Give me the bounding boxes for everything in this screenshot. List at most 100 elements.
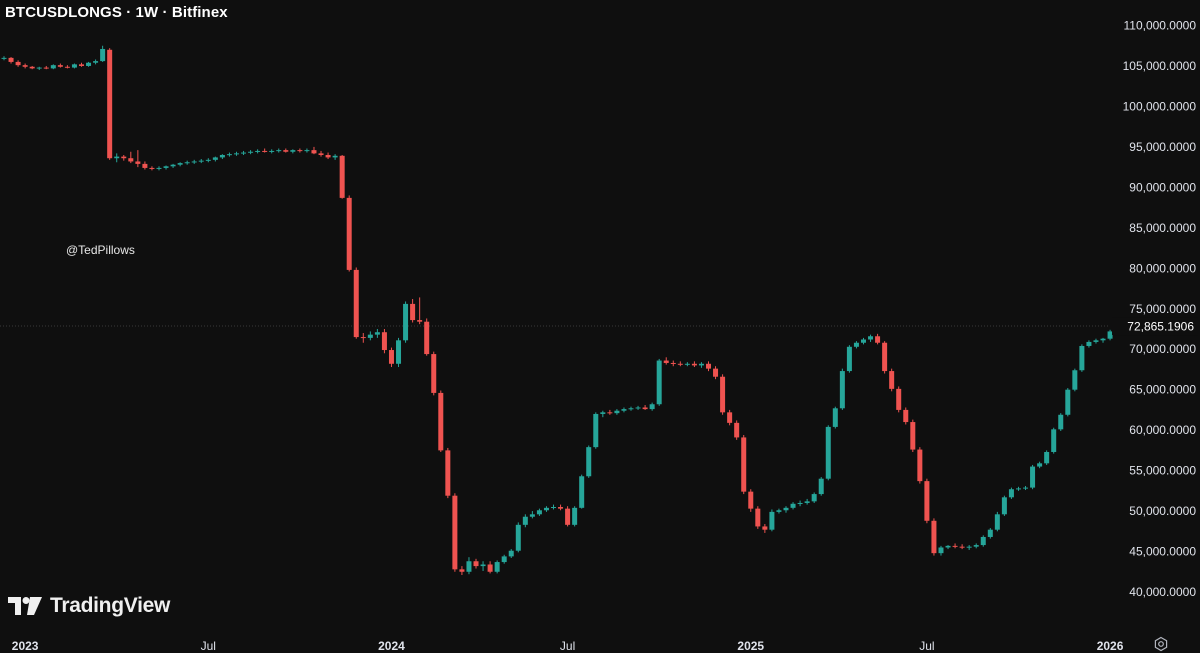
candle-body [410, 303, 416, 321]
candle [163, 165, 169, 170]
candle [1001, 495, 1007, 516]
candle-body [297, 150, 303, 152]
candle-body [818, 478, 824, 495]
y-tick-label: 50,000.0000 [1129, 504, 1196, 518]
candle-body [783, 507, 789, 511]
tradingview-logo-icon [8, 597, 42, 615]
candle-body [755, 508, 761, 527]
candle [431, 351, 437, 396]
candle-body [889, 371, 895, 389]
candle-body [994, 514, 1000, 530]
candle-body [706, 363, 711, 369]
candle [57, 63, 63, 68]
candle [952, 543, 958, 549]
candle [86, 61, 92, 67]
candle-body [980, 536, 986, 546]
candle [706, 361, 711, 372]
y-tick-label: 80,000.0000 [1129, 261, 1196, 275]
candle [269, 149, 275, 154]
candle-body [184, 162, 190, 164]
y-tick-label: 40,000.0000 [1129, 585, 1196, 599]
candle [121, 154, 127, 161]
candle [868, 334, 874, 342]
candle-body [149, 167, 155, 169]
candle-body [8, 57, 14, 62]
candle [114, 153, 120, 163]
candle-body [424, 321, 430, 355]
candle [381, 328, 387, 354]
candle [748, 489, 754, 512]
candle-body [1079, 345, 1085, 371]
gear-icon[interactable] [1153, 636, 1169, 652]
candle [698, 362, 704, 368]
candle [536, 508, 542, 516]
candle-body [163, 166, 169, 168]
time-axis[interactable]: 2023 Jul 2024 Jul 2025 Jul 2026 [12, 639, 1124, 653]
candle [684, 362, 690, 367]
candle-body [565, 508, 571, 525]
candle-body [586, 447, 592, 477]
candle-body [1072, 370, 1078, 390]
candle [607, 409, 613, 415]
candle [184, 160, 190, 165]
candle [853, 341, 859, 349]
candle [755, 506, 761, 529]
candle [353, 267, 359, 339]
candle [388, 347, 394, 368]
candle [1030, 464, 1036, 490]
candle-body [269, 150, 275, 152]
candle [1037, 461, 1043, 469]
x-tick-label: Jul [560, 639, 575, 653]
candle-body [973, 545, 979, 547]
candle-body [494, 562, 500, 572]
candle-body [86, 62, 92, 66]
candle [466, 557, 472, 575]
candle [36, 66, 42, 71]
candle [64, 65, 70, 69]
candle-body [142, 163, 148, 168]
candle-body [607, 412, 613, 414]
candle [797, 500, 803, 507]
candle-body [896, 388, 902, 410]
candle [311, 146, 317, 155]
candle-body [290, 150, 296, 152]
candle-body [684, 363, 690, 365]
candle [543, 506, 549, 512]
candle-body [156, 167, 162, 169]
candle-body [931, 520, 937, 554]
candle [325, 152, 331, 160]
tradingview-logo[interactable]: TradingView [8, 594, 170, 618]
candle [198, 159, 204, 164]
candle [769, 509, 775, 532]
candle [473, 558, 479, 569]
candle-body [1044, 451, 1050, 464]
candle [579, 474, 585, 509]
candle-body [241, 152, 247, 154]
candle [994, 511, 1000, 532]
candle [135, 150, 141, 168]
candle-body [832, 408, 838, 427]
candle-body [1058, 414, 1064, 430]
watermark-text: @TedPillows [66, 243, 135, 257]
candle [1079, 344, 1085, 372]
y-tick-label: 100,000.0000 [1123, 99, 1197, 113]
candle [15, 60, 21, 67]
candle [924, 478, 930, 524]
candle-body [868, 336, 874, 340]
price-axis[interactable]: 40,000.0000 45,000.0000 50,000.0000 55,000.… [1123, 19, 1197, 600]
candle-body [128, 158, 134, 162]
last-price-value: 72,865.1906 [1127, 320, 1194, 334]
candle [50, 64, 56, 70]
candle [22, 63, 28, 69]
candle-body [262, 150, 268, 152]
candle [248, 150, 254, 155]
candle-body [910, 422, 916, 450]
candle-body [388, 350, 394, 364]
candle [170, 163, 176, 168]
candle-body [656, 360, 662, 405]
candle-body [212, 157, 218, 160]
candle [628, 406, 634, 411]
candle [346, 195, 352, 272]
candle-body [71, 64, 77, 68]
